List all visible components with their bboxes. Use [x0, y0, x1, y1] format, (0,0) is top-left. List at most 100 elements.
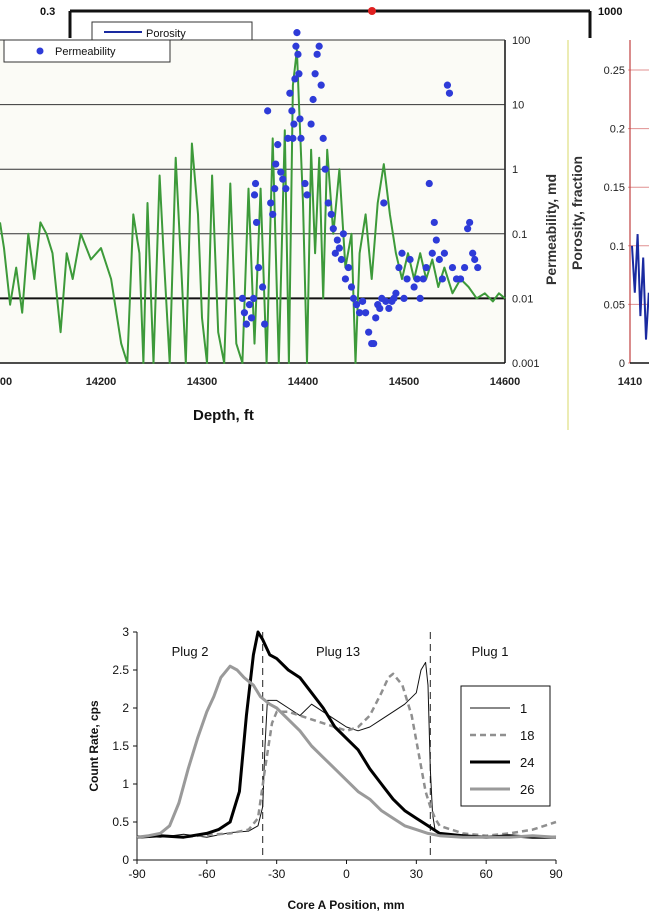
- permeability-point-39: [315, 42, 323, 50]
- legend-label-26: 26: [520, 782, 534, 797]
- y-tick-label-3: 1.5: [112, 739, 129, 753]
- permeability-point-19: [279, 175, 287, 183]
- legend-permeability-label: Permeability: [55, 46, 116, 58]
- x-tick-label-5: 14600: [490, 376, 521, 388]
- permeability-depth-chart: 00 14200 14300 14400 14500 14600 0.001 0.01 0.1 1…: [0, 6, 649, 430]
- permeability-point-15: [271, 185, 279, 193]
- x-axis-title: Depth, ft: [193, 407, 254, 424]
- permeability-point-93: [456, 275, 465, 283]
- x-tick-label-2: -30: [268, 867, 286, 881]
- x-tick-label-3: 14400: [288, 376, 319, 388]
- permeability-point-50: [339, 230, 347, 238]
- permeability-point-61: [370, 339, 378, 348]
- permeability-point-85: [432, 236, 440, 244]
- permeability-point-48: [335, 244, 343, 252]
- permeability-point-13: [267, 199, 275, 207]
- permeability-point-51: [341, 275, 350, 283]
- permeability-point-90: [445, 89, 454, 97]
- permeability-point-54: [349, 294, 358, 302]
- permeability-point-41: [319, 134, 327, 142]
- porosity-series-line: [0, 49, 506, 364]
- permeability-point-29: [294, 50, 302, 58]
- permeability-point-88: [440, 249, 448, 257]
- legend-label-18: 18: [520, 728, 534, 743]
- y-tick-label-0: 0.001: [512, 358, 540, 370]
- permeability-point-34: [303, 191, 311, 199]
- porosity-tick-label-5: 0.25: [604, 65, 625, 77]
- legend-label-1: 1: [520, 701, 527, 716]
- permeability-point-77: [410, 283, 418, 291]
- porosity-tick-label-1: 0.05: [604, 299, 625, 311]
- plug-annotation-1: Plug 13: [316, 644, 360, 659]
- porosity-fragment-line: [631, 234, 649, 340]
- x-tick-label-6: 90: [549, 867, 563, 881]
- permeability-point-43: [324, 199, 332, 207]
- permeability-point-25: [290, 120, 298, 128]
- porosity-x-tick-label: 1410: [618, 376, 642, 388]
- permeability-point-3: [245, 301, 254, 309]
- header-left-value: 0.3: [40, 6, 55, 18]
- x-tick-label-4: 30: [410, 867, 424, 881]
- porosity-tick-label-3: 0.15: [604, 182, 625, 194]
- permeability-point-87: [438, 275, 446, 283]
- permeability-point-16: [272, 160, 280, 168]
- permeability-point-45: [329, 225, 337, 233]
- plug-annotation-2: Plug 1: [472, 644, 509, 659]
- y-axis-title: Permeability, md: [543, 174, 559, 285]
- permeability-point-76: [406, 255, 414, 264]
- y-tick-label-2: 1: [122, 777, 129, 791]
- permeability-point-66: [380, 199, 388, 207]
- y-tick-label-1: 0.5: [112, 815, 129, 829]
- y-tick-label-1: 0.01: [512, 293, 533, 305]
- permeability-point-17: [274, 141, 282, 149]
- permeability-point-67: [382, 297, 390, 305]
- x-tick-label-1: 14200: [86, 376, 117, 388]
- permeability-point-28: [293, 29, 301, 37]
- series-line-18: [136, 672, 557, 839]
- permeability-point-38: [313, 50, 321, 58]
- permeability-point-40: [317, 81, 325, 89]
- permeability-point-6: [250, 191, 259, 199]
- permeability-point-56: [355, 309, 364, 317]
- permeability-point-91: [448, 263, 457, 272]
- permeability-point-24: [289, 134, 297, 142]
- permeability-point-97: [469, 249, 477, 257]
- porosity-tick-label-2: 0.1: [610, 241, 625, 253]
- legend-permeability-swatch: [36, 47, 44, 55]
- permeability-point-8: [252, 218, 261, 227]
- permeability-point-27: [292, 42, 300, 50]
- permeability-point-7: [251, 179, 260, 188]
- permeability-point-78: [413, 275, 421, 283]
- permeability-point-95: [464, 225, 472, 233]
- permeability-point-22: [286, 89, 294, 97]
- y-tick-label-6: 3: [122, 625, 129, 639]
- permeability-point-74: [400, 294, 408, 302]
- permeability-point-53: [347, 283, 356, 291]
- legend-label-24: 24: [520, 755, 534, 770]
- permeability-point-37: [311, 70, 319, 78]
- permeability-point-4: [247, 314, 256, 322]
- permeability-point-99: [474, 263, 482, 272]
- y-tick-label-2: 0.1: [512, 229, 527, 241]
- permeability-point-79: [416, 294, 424, 302]
- permeability-point-47: [333, 236, 341, 244]
- porosity-tick-label-0: 0: [619, 358, 625, 370]
- y-tick-label-4: 10: [512, 100, 524, 112]
- permeability-point-10: [259, 283, 267, 291]
- permeability-point-55: [352, 301, 361, 309]
- permeability-point-35: [307, 120, 315, 128]
- count-rate-chart: 0 0.5 1 1.5 2 2.5 3 -90 -60 -30 0 30 60 90 Plug 2 Plug…: [87, 625, 563, 912]
- x-tick-label-5: 60: [479, 867, 493, 881]
- x-tick-label-1: -60: [198, 867, 216, 881]
- permeability-point-57: [358, 297, 367, 305]
- series-line-24: [136, 630, 556, 839]
- permeability-point-30: [295, 70, 303, 78]
- series-line-26: [136, 664, 557, 839]
- permeability-point-58: [362, 309, 370, 317]
- permeability-point-71: [392, 289, 400, 297]
- y-tick-label-3: 1: [512, 164, 518, 176]
- permeability-point-9: [254, 263, 263, 272]
- permeability-point-46: [331, 249, 339, 257]
- permeability-point-68: [385, 304, 393, 313]
- permeability-point-11: [261, 320, 269, 328]
